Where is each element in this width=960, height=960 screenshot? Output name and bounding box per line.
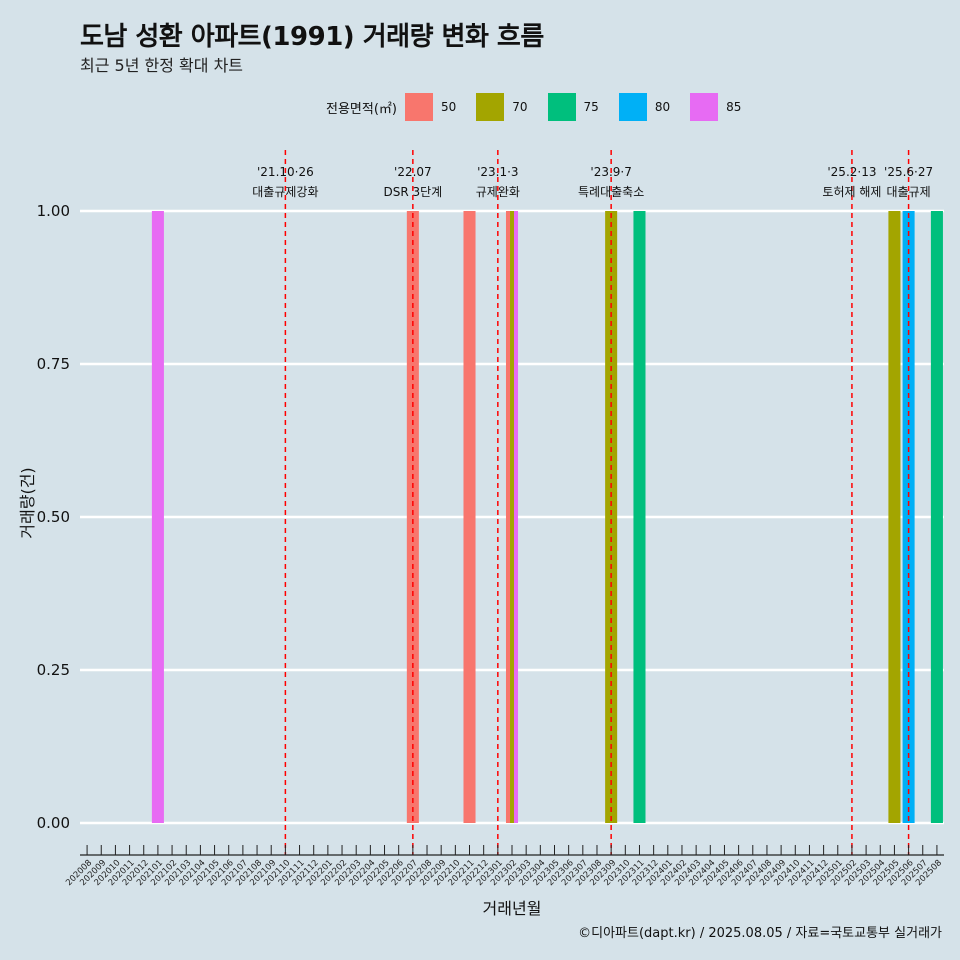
legend-item-50: 50 xyxy=(404,93,468,121)
chart-title: 도남 성환 아파트(1991) 거래량 변화 흐름 xyxy=(80,22,544,52)
event-date: '22.07 xyxy=(394,165,432,179)
event-date: '23.9·7 xyxy=(590,165,631,179)
legend-label-70: 70 xyxy=(512,100,528,114)
legend: 전용면적(㎡) 50 70 75 80 85 xyxy=(326,92,761,122)
legend-item-80: 80 xyxy=(618,93,682,121)
legend-swatch-85 xyxy=(690,93,719,121)
chart-subtitle: 최근 5년 한정 확대 차트 xyxy=(80,56,244,75)
legend-label-85: 85 xyxy=(726,100,742,114)
legend-label-75: 75 xyxy=(583,100,599,114)
y-tick-label: 0.50 xyxy=(37,508,70,526)
legend-item-75: 75 xyxy=(547,93,611,121)
event-label: 대출규제강화 xyxy=(252,185,318,199)
bar-202207-50 xyxy=(406,211,419,823)
event-date: '23.1·3 xyxy=(477,165,518,179)
bar-202309-70 xyxy=(605,211,618,823)
bar-202505-70 xyxy=(888,211,901,823)
bar-202211-50 xyxy=(463,211,476,823)
legend-swatch-70 xyxy=(476,93,505,121)
bar-202302-50 xyxy=(505,211,510,823)
x-axis-title: 거래년월 xyxy=(483,899,542,918)
y-tick-label: 1.00 xyxy=(37,202,70,220)
event-label: 규제완화 xyxy=(476,185,520,199)
event-date: '21.10·26 xyxy=(257,165,314,179)
y-axis-title: 거래량(건) xyxy=(18,467,37,538)
bar-202302-85 xyxy=(514,211,519,823)
legend-swatch-50 xyxy=(404,93,433,121)
y-tick-label: 0.25 xyxy=(37,661,70,679)
y-tick-label: 0.75 xyxy=(37,355,70,373)
event-label: DSR 3단계 xyxy=(383,185,442,199)
bar-202101-85 xyxy=(151,211,164,823)
legend-swatch-80 xyxy=(618,93,647,121)
bar-202302-70 xyxy=(509,211,515,823)
legend-item-85: 85 xyxy=(690,93,753,121)
bar-202506-80 xyxy=(902,211,915,823)
bar-202311-75 xyxy=(633,211,646,823)
bar-202508-75 xyxy=(930,211,943,823)
event-date: '25.2·13 xyxy=(827,165,876,179)
legend-label-50: 50 xyxy=(440,100,457,114)
legend-item-70: 70 xyxy=(476,93,539,121)
y-tick-label: 0.00 xyxy=(37,814,70,832)
event-date: '25.6·27 xyxy=(884,165,933,179)
legend-swatch-75 xyxy=(547,93,576,121)
legend-label-80: 80 xyxy=(654,100,671,114)
event-label: 토허제 해제 xyxy=(822,185,881,199)
legend-title: 전용면적(㎡) xyxy=(326,101,397,117)
event-label: 대출규제 xyxy=(887,185,931,199)
event-label: 특례대출축소 xyxy=(578,185,644,199)
chart-caption: ©디아파트(dapt.kr) / 2025.08.05 / 자료=국토교통부 실… xyxy=(578,926,942,941)
